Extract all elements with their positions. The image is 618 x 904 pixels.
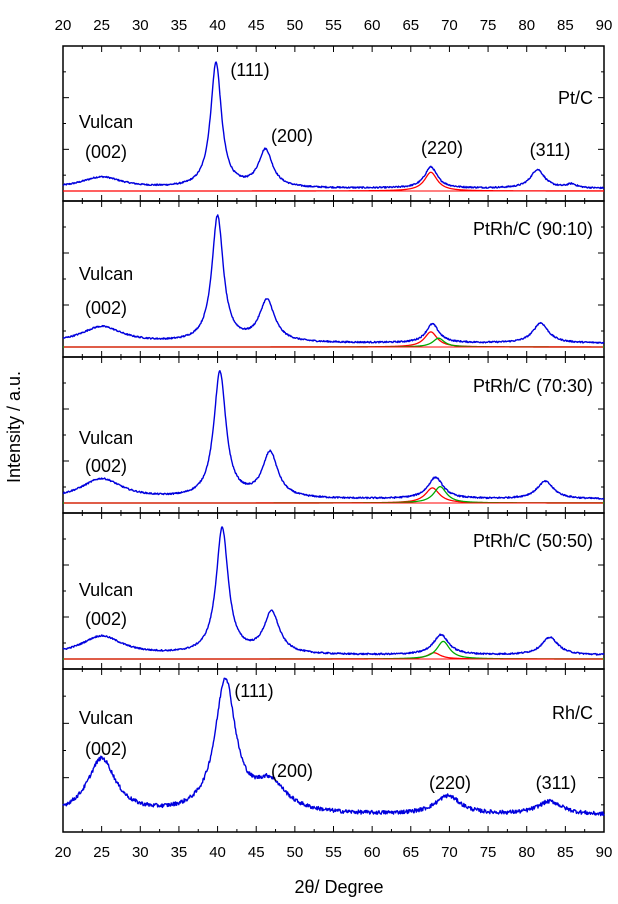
peak-label: (002) <box>85 739 127 759</box>
peak-label: (200) <box>271 126 313 146</box>
top-tick-label: 80 <box>518 17 535 34</box>
panel: PtRh/C (90:10) Vulcan (002) <box>62 200 605 358</box>
panel-title: PtRh/C (50:50) <box>473 531 593 551</box>
panel: Pt/C Vulcan (002) (111) (200) (220) (311) <box>62 45 605 202</box>
peak-label: Vulcan <box>79 708 133 728</box>
panel: Rh/C Vulcan (002) (111) (200) (220) (311) <box>62 668 605 833</box>
top-tick-label: 70 <box>441 17 458 34</box>
peak-label: (002) <box>85 456 127 476</box>
peak-label: Vulcan <box>79 580 133 600</box>
bottom-tick-label: 35 <box>171 844 188 861</box>
peak-label: (111) <box>234 681 273 701</box>
series-measured <box>62 214 605 344</box>
panel-frame <box>62 668 605 833</box>
top-tick-label: 45 <box>248 17 265 34</box>
bottom-tick-labels: 20 25 30 35 40 45 50 55 60 65 70 75 80 85 90 <box>55 844 613 861</box>
peak-label: (220) <box>421 138 463 158</box>
peak-label: (311) <box>530 140 571 160</box>
panel-title: PtRh/C (90:10) <box>473 219 593 239</box>
bottom-tick-label: 50 <box>287 844 304 861</box>
peak-label: (220) <box>429 773 471 793</box>
series-measured <box>62 61 605 190</box>
top-tick-label: 30 <box>132 17 149 34</box>
peak-label: (002) <box>85 142 127 162</box>
panel: PtRh/C (70:30) Vulcan (002) <box>62 356 605 514</box>
top-tick-label: 35 <box>171 17 188 34</box>
x-axis-label: 2θ/ Degree <box>294 877 383 897</box>
bottom-tick-label: 75 <box>480 844 497 861</box>
top-tick-label: 65 <box>402 17 419 34</box>
bottom-tick-label: 30 <box>132 844 149 861</box>
peak-label: (200) <box>271 761 313 781</box>
top-tick-label: 20 <box>55 17 72 34</box>
bottom-tick-label: 70 <box>441 844 458 861</box>
series-fit-green <box>63 640 604 660</box>
panel-title: Pt/C <box>558 88 593 108</box>
series-measured <box>62 370 605 500</box>
bottom-tick-label: 90 <box>596 844 613 861</box>
bottom-tick-label: 65 <box>402 844 419 861</box>
series-measured <box>62 677 605 817</box>
bottom-tick-label: 25 <box>93 844 110 861</box>
top-tick-label: 55 <box>325 17 342 34</box>
bottom-tick-label: 45 <box>248 844 265 861</box>
panel: PtRh/C (50:50) Vulcan (002) <box>62 512 605 670</box>
peak-label: (311) <box>536 773 577 793</box>
peak-label: (111) <box>230 60 269 80</box>
peak-label: (002) <box>85 609 127 629</box>
peak-label: Vulcan <box>79 428 133 448</box>
top-tick-labels: 20 25 30 35 40 45 50 55 60 65 70 75 80 85 90 <box>55 17 613 34</box>
panel-title: Rh/C <box>552 703 593 723</box>
y-axis-label: Intensity / a.u. <box>4 371 24 483</box>
top-tick-label: 85 <box>557 17 574 34</box>
bottom-tick-label: 40 <box>209 844 226 861</box>
bottom-tick-label: 20 <box>55 844 72 861</box>
panel-title: PtRh/C (70:30) <box>473 376 593 396</box>
bottom-tick-label: 80 <box>518 844 535 861</box>
bottom-tick-label: 60 <box>364 844 381 861</box>
top-tick-label: 60 <box>364 17 381 34</box>
bottom-tick-label: 85 <box>557 844 574 861</box>
panel-frame <box>62 45 605 202</box>
series-fit-green <box>63 486 604 504</box>
peak-label: (002) <box>85 298 127 318</box>
series-measured <box>62 526 605 656</box>
peak-label: Vulcan <box>79 112 133 132</box>
peak-label: Vulcan <box>79 264 133 284</box>
panels: Pt/C Vulcan (002) (111) (200) (220) (311) PtRh/… <box>62 45 605 833</box>
top-tick-label: 40 <box>209 17 226 34</box>
bottom-tick-label: 55 <box>325 844 342 861</box>
top-tick-label: 75 <box>480 17 497 34</box>
top-tick-label: 90 <box>596 17 613 34</box>
top-tick-label: 25 <box>93 17 110 34</box>
top-tick-label: 50 <box>287 17 304 34</box>
